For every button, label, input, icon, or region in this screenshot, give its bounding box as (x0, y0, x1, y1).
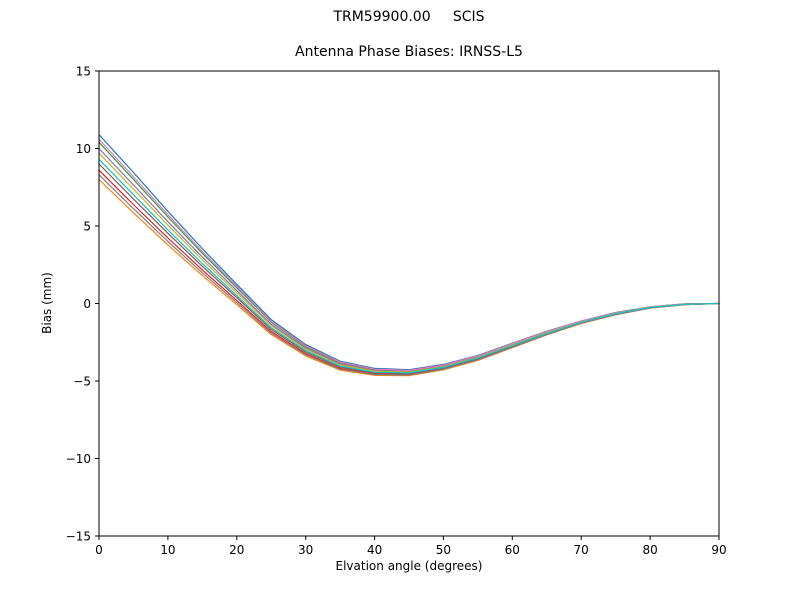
x-tick-label: 40 (367, 543, 382, 557)
y-tick-label: 15 (76, 65, 91, 79)
y-tick-label: −5 (73, 375, 91, 389)
x-tick-label: 90 (711, 543, 726, 557)
x-tick-label: 50 (436, 543, 451, 557)
y-tick-label: −10 (66, 452, 91, 466)
x-tick-label: 10 (160, 543, 175, 557)
axes-title: Antenna Phase Biases: IRNSS-L5 (295, 44, 523, 60)
y-tick-label: 5 (83, 220, 91, 234)
series-line-series-10 (98, 158, 720, 374)
x-tick-label: 30 (298, 543, 313, 557)
axes-box (98, 70, 720, 537)
y-tick-label: 10 (76, 142, 91, 156)
series-line-series-9 (98, 152, 720, 373)
series-line-series-1 (98, 134, 720, 371)
x-tick-label: 0 (95, 543, 103, 557)
y-tick-label: 0 (83, 297, 91, 311)
series-line-series-7 (98, 138, 720, 371)
series-line-series-4 (98, 169, 720, 375)
x-tick-label: 80 (642, 543, 657, 557)
x-axis-label: Elvation angle (degrees) (335, 559, 483, 573)
y-tick-label: −15 (66, 530, 91, 544)
figure-suptitle: TRM59900.00 SCIS (333, 9, 485, 25)
x-tick-label: 70 (574, 543, 589, 557)
x-tick-label: 60 (505, 543, 520, 557)
series-line-series-2 (98, 178, 720, 377)
series-line-series-8 (98, 174, 720, 376)
x-tick-label: 20 (229, 543, 244, 557)
series-line-series-6 (98, 163, 720, 375)
